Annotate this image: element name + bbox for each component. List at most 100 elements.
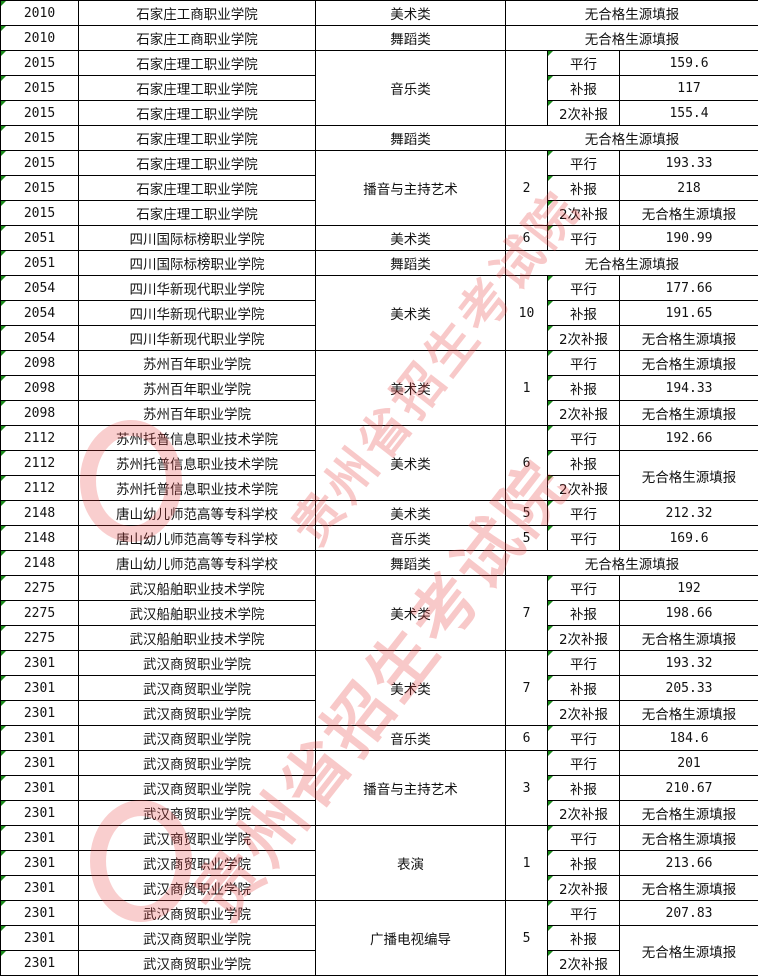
- plan-count-cell: 3: [505, 750, 548, 826]
- plan-count-cell: 6: [505, 425, 548, 501]
- school-cell: 苏州百年职业学院: [78, 375, 316, 401]
- score-cell: 无合格生源填报: [618, 800, 758, 826]
- table-row: 2275 武汉船舶职业技术学院 美术类 7 平行 192: [0, 575, 758, 651]
- table-row: 2148 唐山幼儿师范高等专科学校 舞蹈类 无合格生源填报: [0, 550, 758, 576]
- school-cell: 武汉商贸职业学院: [78, 650, 316, 676]
- code-cell: 2301: [0, 900, 79, 926]
- category-cell: 舞蹈类: [315, 125, 506, 151]
- category-cell: 表演: [315, 825, 506, 901]
- no-applicant-note: 无合格生源填报: [504, 0, 758, 26]
- batch-cell: 平行: [547, 750, 620, 776]
- category-cell: 舞蹈类: [315, 550, 506, 576]
- table-row: 2010 石家庄工商职业学院 舞蹈类 无合格生源填报: [0, 25, 758, 51]
- score-cell: 155.4: [618, 100, 758, 126]
- batch-cell: 补报: [547, 175, 620, 201]
- table-row: 2015 石家庄理工职业学院 补报 218: [0, 175, 758, 201]
- score-cell: 205.33: [618, 675, 758, 701]
- table-row: 2098 苏州百年职业学院 美术类 1 平行 无合格生源填报: [0, 350, 758, 426]
- code-cell: 2301: [0, 750, 79, 776]
- code-cell: 2098: [0, 400, 79, 426]
- batch-cell: 平行: [547, 525, 620, 551]
- batch-cell: 2次补报: [547, 700, 620, 726]
- code-cell: 2148: [0, 550, 79, 576]
- table-row: 2015 石家庄理工职业学院 舞蹈类 无合格生源填报: [0, 125, 758, 151]
- batch-cell: 补报: [547, 75, 620, 101]
- code-cell: 2015: [0, 75, 79, 101]
- score-cell: 117: [618, 75, 758, 101]
- school-cell: 苏州百年职业学院: [78, 400, 316, 426]
- batch-cell: 补报: [547, 375, 620, 401]
- code-cell: 2112: [0, 475, 79, 501]
- code-cell: 2015: [0, 125, 79, 151]
- code-cell: 2301: [0, 700, 79, 726]
- table-row: 2301 武汉商贸职业学院 美术类 7 平行 193.32: [0, 650, 758, 726]
- no-applicant-note: 无合格生源填报: [504, 125, 758, 151]
- plan-count-cell: 6: [505, 225, 548, 251]
- table-row: 2301 武汉商贸职业学院 2次补报 无合格生源填报: [0, 875, 758, 901]
- school-cell: 石家庄理工职业学院: [78, 50, 316, 76]
- batch-cell: 补报: [547, 675, 620, 701]
- school-cell: 唐山幼儿师范高等专科学校: [78, 550, 316, 576]
- plan-count-cell: 1: [505, 350, 548, 426]
- table-row: 2051 四川国际标榜职业学院 美术类 6 平行 190.99: [0, 225, 758, 251]
- batch-cell: 2次补报: [547, 875, 620, 901]
- code-cell: 2275: [0, 600, 79, 626]
- table-row: 2098 苏州百年职业学院 补报 194.33: [0, 375, 758, 401]
- batch-cell: 平行: [547, 900, 620, 926]
- code-cell: 2112: [0, 450, 79, 476]
- score-cell: 212.32: [618, 500, 758, 526]
- batch-cell: 平行: [547, 275, 620, 301]
- table-row: 2015 石家庄理工职业学院 音乐类 平行 159.6: [0, 50, 758, 126]
- code-cell: 2015: [0, 175, 79, 201]
- category-cell: 美术类: [315, 350, 506, 426]
- batch-cell: 2次补报: [547, 400, 620, 426]
- batch-cell: 2次补报: [547, 200, 620, 226]
- table-row: 2015 石家庄理工职业学院 播音与主持艺术 2 平行 193.33: [0, 150, 758, 226]
- score-cell: 207.83: [618, 900, 758, 926]
- code-cell: 2010: [0, 0, 79, 26]
- code-cell: 2301: [0, 825, 79, 851]
- school-cell: 石家庄理工职业学院: [78, 150, 316, 176]
- table-row: 2054 四川华新现代职业学院 补报 191.65: [0, 300, 758, 326]
- category-cell: 美术类: [315, 650, 506, 726]
- school-cell: 苏州托普信息职业技术学院: [78, 425, 316, 451]
- batch-cell: 2次补报: [547, 475, 620, 501]
- school-cell: 武汉商贸职业学院: [78, 900, 316, 926]
- school-cell: 武汉商贸职业学院: [78, 700, 316, 726]
- table-row: 2098 苏州百年职业学院 2次补报 无合格生源填报: [0, 400, 758, 426]
- table-row: 2301 武汉商贸职业学院 表演 1 平行 无合格生源填报: [0, 825, 758, 901]
- code-cell: 2015: [0, 150, 79, 176]
- code-cell: 2301: [0, 950, 79, 976]
- score-cell: 193.32: [618, 650, 758, 676]
- table-row: 2275 武汉船舶职业技术学院 2次补报 无合格生源填报: [0, 625, 758, 651]
- plan-count-cell: [505, 50, 548, 126]
- batch-cell: 平行: [547, 725, 620, 751]
- score-cell: 159.6: [618, 50, 758, 76]
- batch-cell: 平行: [547, 650, 620, 676]
- score-cell: 192.66: [618, 425, 758, 451]
- category-cell: 舞蹈类: [315, 25, 506, 51]
- code-cell: 2301: [0, 675, 79, 701]
- code-cell: 2015: [0, 50, 79, 76]
- score-cell: 177.66: [618, 275, 758, 301]
- batch-cell: 平行: [547, 350, 620, 376]
- table-row: 2301 武汉商贸职业学院 补报 无合格生源填报: [0, 925, 758, 976]
- school-cell: 四川国际标榜职业学院: [78, 250, 316, 276]
- code-cell: 2051: [0, 225, 79, 251]
- school-cell: 武汉商贸职业学院: [78, 850, 316, 876]
- code-cell: 2301: [0, 925, 79, 951]
- code-cell: 2112: [0, 425, 79, 451]
- batch-cell: 补报: [547, 300, 620, 326]
- code-cell: 2301: [0, 875, 79, 901]
- score-cell: 194.33: [618, 375, 758, 401]
- school-cell: 四川华新现代职业学院: [78, 300, 316, 326]
- score-cell: 无合格生源填报: [618, 450, 758, 501]
- code-cell: 2148: [0, 500, 79, 526]
- school-cell: 武汉船舶职业技术学院: [78, 625, 316, 651]
- score-cell: 无合格生源填报: [618, 925, 758, 976]
- batch-cell: 2次补报: [547, 950, 620, 976]
- score-cell: 169.6: [618, 525, 758, 551]
- code-cell: 2054: [0, 275, 79, 301]
- batch-cell: 2次补报: [547, 325, 620, 351]
- category-cell: 播音与主持艺术: [315, 750, 506, 826]
